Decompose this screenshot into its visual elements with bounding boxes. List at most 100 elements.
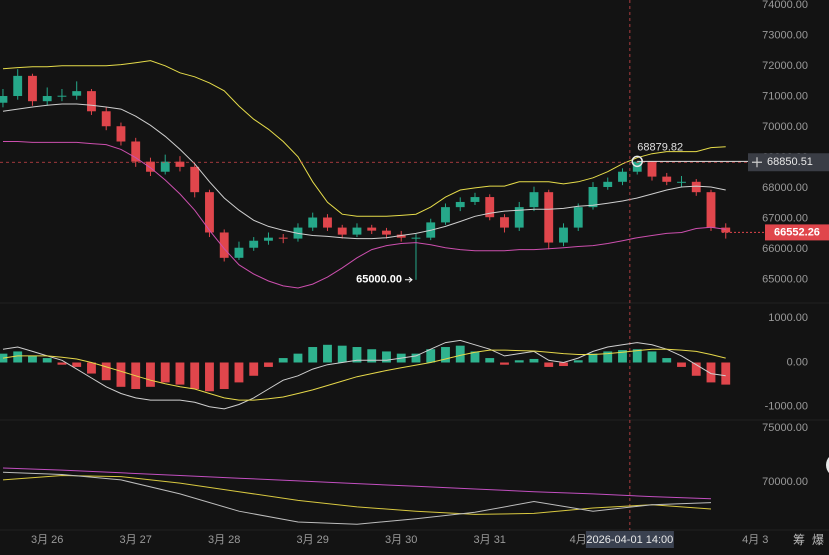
y-tick-label: 73000.00 <box>762 29 808 41</box>
y-tick-label: 72000.00 <box>762 60 808 72</box>
candle-body <box>573 207 583 228</box>
last-price-label: 66552.26 <box>774 226 820 238</box>
candle-body <box>706 192 716 228</box>
macd-bar <box>618 350 627 363</box>
macd-bar <box>205 362 214 392</box>
macd-bar <box>500 362 509 365</box>
y-tick-label: 66000.00 <box>762 243 808 255</box>
series-line <box>2 348 726 401</box>
candle-body <box>352 227 362 235</box>
macd-bar <box>249 362 259 376</box>
macd-bar <box>544 362 554 367</box>
series-line <box>2 467 712 500</box>
macd-bar <box>677 362 686 367</box>
macd-bar <box>337 345 347 363</box>
y-tick-label: 67000.00 <box>762 213 808 225</box>
side-button[interactable] <box>826 453 829 477</box>
y-tick-label: -1000.00 <box>765 401 808 413</box>
candle-body <box>101 111 111 127</box>
macd-bar <box>485 358 495 363</box>
x-tick-label: 3月 28 <box>208 534 240 546</box>
high-marker <box>631 155 643 168</box>
candle-body <box>500 217 509 228</box>
macd-bar <box>559 362 568 367</box>
macd-bar <box>352 347 362 363</box>
macd-bar <box>573 360 583 363</box>
candle-body <box>160 161 170 172</box>
macd-bar <box>455 345 465 363</box>
macd-bar <box>13 351 23 363</box>
candle-body <box>42 96 52 102</box>
candle-body <box>677 181 686 183</box>
macd-bar <box>57 362 67 365</box>
macd-bar <box>42 358 52 363</box>
crosshair-plus <box>752 157 762 168</box>
macd-bar <box>72 362 82 367</box>
x-tick-label: 3月 30 <box>385 534 417 546</box>
candle-body <box>455 201 465 208</box>
macd-bar <box>323 344 332 363</box>
y-tick-label: 71000.00 <box>762 91 808 103</box>
candle-body <box>131 141 141 162</box>
candle-body <box>337 227 347 235</box>
macd-bar <box>234 362 244 383</box>
series-line <box>2 474 712 515</box>
macd-bar <box>367 349 377 363</box>
candle-body <box>485 197 495 218</box>
candle-body <box>219 232 229 258</box>
candle-body <box>57 95 67 97</box>
macd-bar <box>160 362 170 383</box>
candle-body <box>278 237 288 239</box>
candle-body <box>396 234 406 238</box>
macd-bar <box>426 349 436 363</box>
candle-body <box>721 227 731 233</box>
y-tick-label: 70000.00 <box>762 121 808 133</box>
candle-body <box>382 230 391 235</box>
candle-body <box>72 91 82 96</box>
macd-bar <box>647 351 657 363</box>
candle-body <box>647 161 657 177</box>
candle-body <box>175 161 185 167</box>
y-tick-label: 65000.00 <box>762 274 808 286</box>
candle-body <box>146 161 155 172</box>
y-tick-label: 75000.00 <box>762 422 808 434</box>
macd-bar <box>632 349 642 363</box>
macd-bar <box>721 362 731 385</box>
toolbar-button[interactable]: 爆 <box>812 533 824 547</box>
candle-body <box>559 227 568 243</box>
macd-bar <box>411 353 421 363</box>
candle-body <box>205 192 214 233</box>
macd-bar <box>691 362 701 376</box>
crosshair-time-label: 2026-04-01 14:00 <box>586 534 673 546</box>
candle-body <box>691 181 701 193</box>
crosshair-price-label: 68850.51 <box>767 156 813 168</box>
y-tick-label: 1000.00 <box>768 312 808 324</box>
macd-bar <box>308 347 318 363</box>
y-tick-label: 68000.00 <box>762 182 808 194</box>
candle-body <box>190 166 200 193</box>
macd-bar <box>101 362 111 381</box>
x-tick-label: 4月 <box>570 534 587 546</box>
series-line <box>2 103 726 240</box>
crosshair-price-box <box>748 153 829 172</box>
candle-body <box>323 217 332 228</box>
candle-body <box>544 192 554 243</box>
candle-body <box>470 197 480 202</box>
macd-bar <box>264 362 273 367</box>
candle-body <box>28 75 37 102</box>
candle-body <box>441 207 450 223</box>
candle-body <box>116 126 126 142</box>
series-line <box>2 60 726 217</box>
candle-body <box>0 96 8 103</box>
candle-body <box>13 75 23 97</box>
macd-bar <box>28 355 37 363</box>
toolbar-button[interactable]: 筹 <box>793 533 805 547</box>
macd-bar <box>603 351 613 363</box>
x-tick-label: 3月 29 <box>297 534 329 546</box>
crosshair-time-box <box>585 531 674 548</box>
macd-bar <box>382 351 391 363</box>
candle-body <box>662 176 672 182</box>
